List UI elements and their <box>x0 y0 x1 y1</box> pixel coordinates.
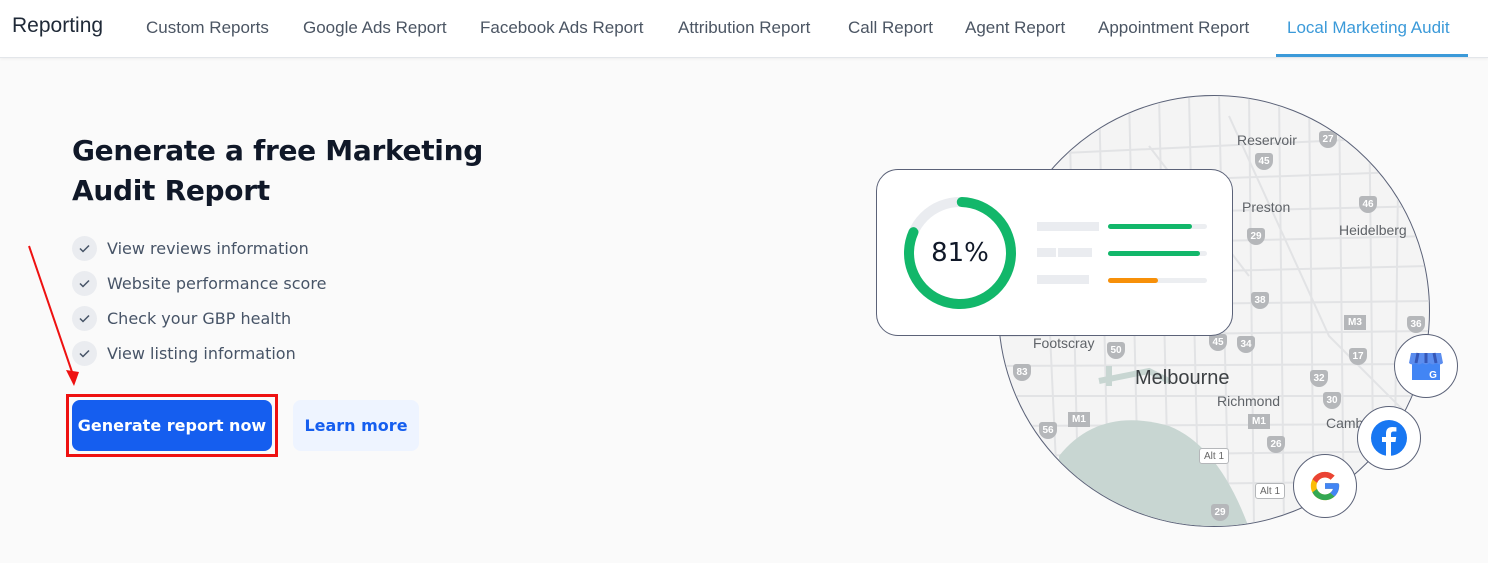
facebook-icon <box>1371 420 1407 456</box>
map-label-heidelberg: Heidelberg <box>1339 222 1407 238</box>
feature-list: View reviews information Website perform… <box>72 231 326 371</box>
learn-more-button[interactable]: Learn more <box>293 400 419 451</box>
route-badge: M1 <box>1248 414 1270 429</box>
route-shield: 56 <box>1039 422 1057 439</box>
tab-custom-reports[interactable]: Custom Reports <box>146 18 269 37</box>
generate-report-button[interactable]: Generate report now <box>72 400 272 451</box>
tab-google-ads-report[interactable]: Google Ads Report <box>303 18 447 37</box>
map-label-preston: Preston <box>1242 199 1291 215</box>
check-icon <box>72 306 97 331</box>
tab-facebook-ads-report[interactable]: Facebook Ads Report <box>480 18 644 37</box>
feature-item: Check your GBP health <box>72 301 326 336</box>
score-card: 81% <box>876 169 1233 336</box>
route-shield: 50 <box>1107 342 1125 359</box>
placeholder-label <box>1058 248 1092 257</box>
alt-route-badge: Alt 1 <box>1255 483 1286 499</box>
check-icon <box>72 271 97 296</box>
placeholder-label <box>1037 275 1089 284</box>
feature-item: View reviews information <box>72 231 326 266</box>
route-shield: 83 <box>1013 364 1031 381</box>
tab-attribution-report[interactable]: Attribution Report <box>678 18 811 37</box>
route-badge: M1 <box>1068 412 1090 427</box>
progress-bar <box>1108 251 1207 256</box>
route-shield: 34 <box>1237 336 1255 353</box>
active-tab-indicator <box>1276 54 1468 57</box>
facebook-badge <box>1357 406 1421 470</box>
map-label-reservoir: Reservoir <box>1237 132 1297 148</box>
tab-agent-report[interactable]: Agent Report <box>965 18 1066 37</box>
placeholder-label <box>1037 248 1056 257</box>
progress-bar-fill <box>1108 224 1192 229</box>
check-icon <box>72 236 97 261</box>
map-label-footscray: Footscray <box>1033 335 1095 351</box>
route-shield: 36 <box>1407 316 1425 333</box>
brand-title: Reporting <box>12 14 104 37</box>
progress-bar <box>1108 224 1207 229</box>
route-shield: 26 <box>1267 436 1285 453</box>
feature-item: Website performance score <box>72 266 326 301</box>
placeholder-label <box>1037 222 1099 231</box>
feature-text: View listing information <box>107 344 296 363</box>
google-business-profile-badge: G <box>1394 334 1458 398</box>
svg-text:G: G <box>1429 370 1437 381</box>
tab-appointment-report[interactable]: Appointment Report <box>1098 18 1250 37</box>
google-business-profile-icon: G <box>1409 352 1443 381</box>
route-shield: 45 <box>1255 153 1273 170</box>
map-label-camb: Camb <box>1326 415 1364 431</box>
route-shield: 17 <box>1349 348 1367 365</box>
map-label-melbourne: Melbourne <box>1135 367 1230 389</box>
progress-bar-fill <box>1108 278 1158 283</box>
feature-text: Check your GBP health <box>107 309 292 328</box>
score-gauge: 81% <box>903 196 1017 310</box>
route-shield: 29 <box>1211 504 1229 521</box>
progress-bar-fill <box>1108 251 1200 256</box>
feature-item: View listing information <box>72 336 326 371</box>
progress-bar <box>1108 278 1207 283</box>
tab-call-report[interactable]: Call Report <box>848 18 934 37</box>
tab-local-marketing-audit[interactable]: Local Marketing Audit <box>1287 18 1450 37</box>
alt-route-badge: Alt 1 <box>1199 448 1230 464</box>
route-shield: 38 <box>1251 292 1269 309</box>
feature-text: View reviews information <box>107 239 309 258</box>
page-title: Generate a free Marketing Audit Report <box>72 134 483 207</box>
google-badge <box>1293 454 1357 518</box>
route-badge: M3 <box>1344 315 1366 330</box>
map-label-richmond: Richmond <box>1217 393 1281 409</box>
progress-ring-icon <box>904 197 1016 309</box>
route-shield: 45 <box>1209 334 1227 351</box>
route-shield: 29 <box>1247 228 1265 245</box>
score-value: 81% <box>931 238 989 268</box>
top-navigation: Reporting Custom Reports Google Ads Repo… <box>0 0 1488 58</box>
google-icon <box>1310 471 1340 501</box>
route-shield: 46 <box>1359 196 1377 213</box>
highlight-box-annotation <box>66 394 278 457</box>
check-icon <box>72 341 97 366</box>
feature-text: Website performance score <box>107 274 327 293</box>
route-shield: 27 <box>1319 131 1337 148</box>
route-shield: 30 <box>1323 392 1341 409</box>
route-shield: 32 <box>1310 370 1328 387</box>
